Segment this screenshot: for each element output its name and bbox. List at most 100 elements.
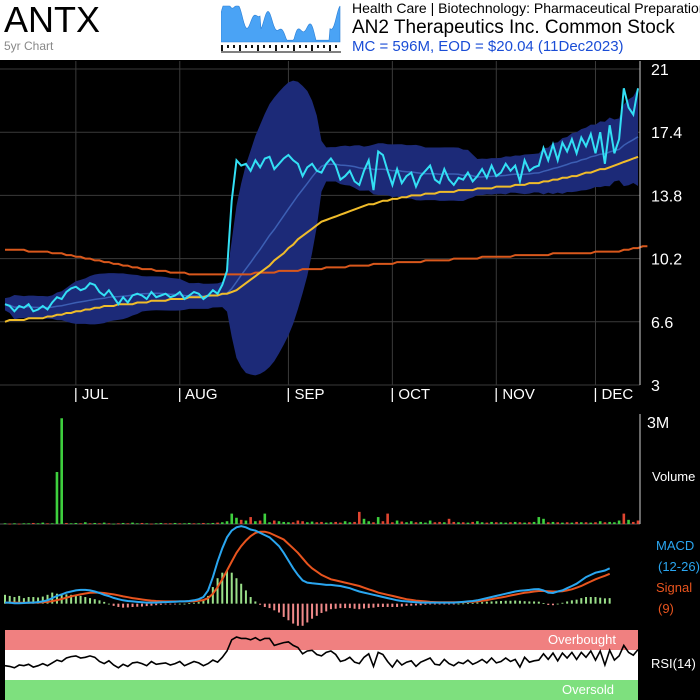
volume-bar	[150, 523, 153, 525]
volume-bar	[570, 522, 574, 524]
macd-histogram-bar	[136, 603, 139, 607]
macd-histogram-bar	[561, 602, 564, 604]
rsi-label: RSI(14)	[651, 656, 696, 671]
macd-histogram-bar	[221, 572, 224, 604]
volume-bar	[121, 522, 125, 524]
macd-histogram-bar	[145, 603, 148, 607]
macd-histogram-bar	[93, 599, 96, 604]
volume-bar	[50, 523, 54, 525]
macd-histogram-bar	[211, 587, 214, 604]
macd-histogram-bar	[8, 595, 11, 604]
volume-bar	[145, 523, 149, 525]
volume-bar	[343, 521, 347, 524]
macd-histogram-bar	[344, 603, 347, 609]
oversold-label: Oversold	[562, 682, 614, 697]
volume-bar	[372, 522, 375, 524]
volume-bar	[419, 521, 423, 524]
macd-histogram-bar	[570, 600, 573, 604]
volume-bar	[518, 522, 522, 524]
macd-histogram-bar	[126, 603, 129, 608]
macd-histogram-bar	[566, 601, 569, 604]
volume-bar	[565, 522, 569, 524]
macd-histogram-bar	[112, 603, 115, 606]
market-cap-line: MC = 596M, EOD = $20.04 (11Dec2023)	[352, 38, 624, 55]
volume-bar	[324, 522, 328, 524]
ticker-symbol: ANTX	[4, 0, 101, 40]
macd-histogram-bar	[551, 603, 554, 606]
macd-legend-label: MACD	[656, 538, 694, 553]
month-tick-label: | SEP	[286, 386, 324, 403]
macd-histogram-bar	[400, 603, 403, 607]
volume-bar	[447, 518, 451, 524]
macd-histogram-bar	[202, 600, 205, 604]
volume-bar	[334, 521, 337, 524]
macd-histogram-bar	[178, 603, 181, 605]
volume-bar	[206, 523, 210, 525]
sparkline-volume-tick	[257, 45, 259, 51]
macd-histogram-bar	[4, 594, 6, 604]
macd-histogram-bar	[471, 602, 474, 604]
macd-histogram-bar	[533, 601, 536, 604]
volume-bar	[131, 522, 134, 524]
volume-label: Volume	[652, 469, 695, 484]
macd-histogram-bar	[122, 603, 125, 608]
volume-bar	[22, 523, 26, 525]
volume-bar	[400, 521, 404, 524]
volume-bar	[112, 523, 115, 525]
macd-histogram-bar	[424, 603, 427, 605]
macd-histogram-bar	[192, 602, 195, 604]
macd-histogram-bar	[589, 597, 592, 604]
macd-legend-label: Signal	[656, 580, 692, 595]
volume-bar	[551, 521, 555, 524]
volume-bar	[192, 523, 196, 525]
macd-histogram-bar	[452, 603, 455, 605]
macd-histogram-bar	[481, 602, 484, 604]
volume-bar	[391, 522, 394, 524]
volume-bar	[60, 418, 63, 524]
volume-bar	[69, 523, 73, 525]
macd-histogram-bar	[495, 601, 498, 604]
sparkline-volume-tick	[323, 45, 325, 48]
macd-histogram-bar	[372, 603, 375, 608]
macd-histogram-bar	[55, 593, 58, 604]
month-tick-label: | NOV	[494, 386, 535, 403]
rsi-line	[4, 636, 639, 669]
macd-histogram-bar	[235, 578, 238, 604]
macd-histogram-bar	[433, 603, 436, 605]
volume-bar	[173, 522, 177, 524]
overbought-label: Overbought	[548, 632, 616, 647]
macd-histogram-bar	[207, 595, 210, 604]
bollinger-midline	[4, 136, 639, 309]
volume-bar	[471, 521, 474, 524]
volume-bar	[376, 517, 380, 524]
volume-bar	[542, 518, 545, 524]
macd-histogram-bar	[585, 597, 588, 604]
macd-histogram-bar	[292, 603, 295, 624]
macd-histogram-bar	[410, 603, 413, 606]
volume-bar	[272, 520, 276, 524]
macd-histogram-bar	[150, 603, 153, 606]
volume-bar	[258, 520, 262, 524]
month-tick-label: | JUL	[74, 386, 109, 403]
volume-bar	[424, 522, 427, 524]
volume-bar	[154, 523, 158, 525]
macd-histogram-bar	[419, 603, 422, 606]
volume-bar	[291, 522, 295, 524]
volume-bar	[306, 522, 309, 524]
volume-bar	[235, 517, 238, 524]
volume-bar	[494, 522, 498, 524]
macd-histogram-bar	[41, 596, 44, 604]
volume-bar	[249, 517, 252, 524]
volume-bar	[183, 523, 186, 525]
macd-histogram-bar	[485, 601, 488, 604]
volume-bar	[523, 522, 526, 524]
volume-bar	[575, 521, 578, 524]
macd-histogram-bar	[188, 603, 191, 605]
volume-bar	[17, 523, 21, 525]
volume-bar	[622, 513, 626, 524]
macd-histogram-bar	[490, 601, 493, 604]
sparkline-volume-tick	[317, 45, 319, 48]
volume-bar	[93, 522, 97, 524]
macd-histogram-bar	[226, 570, 229, 604]
macd-panel: MACD (12-26) Signal (9)	[4, 525, 700, 626]
